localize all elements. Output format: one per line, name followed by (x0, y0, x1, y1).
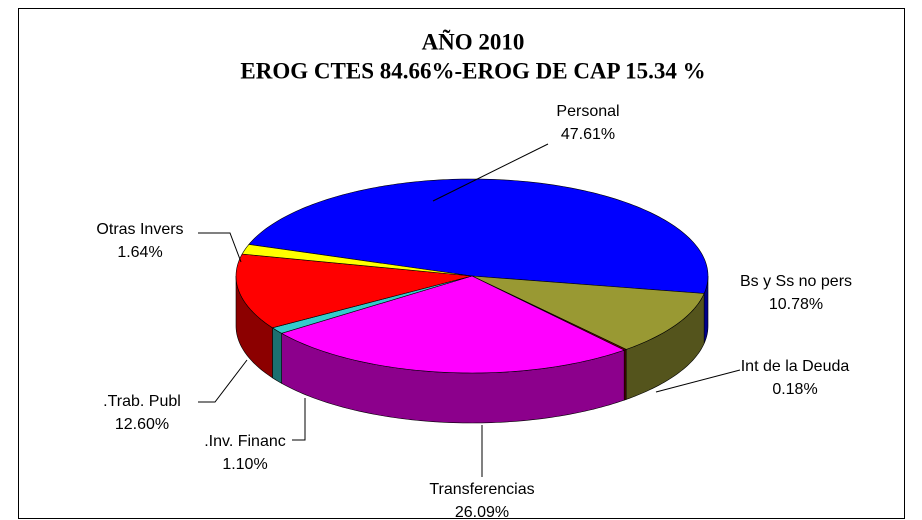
category-label: Int de la Deuda (741, 358, 850, 375)
category-label: Otras Invers (96, 221, 183, 238)
value-label: 1.10% (222, 456, 267, 473)
chart-title: AÑO 2010 (422, 29, 525, 54)
value-label: 1.64% (117, 244, 162, 261)
slice-side (623, 349, 627, 401)
leader-line (655, 369, 741, 393)
leader-line (292, 398, 306, 441)
chart-subtitle: EROG CTES 84.66%-EROG DE CAP 15.34 % (240, 58, 705, 83)
category-label: Personal (556, 103, 619, 120)
slice (280, 275, 625, 374)
value-label: 47.61% (561, 126, 615, 143)
slice (235, 253, 473, 329)
leader-line (198, 232, 242, 263)
slice (471, 275, 705, 350)
slice-side (272, 327, 282, 384)
slice (241, 244, 473, 277)
slice (248, 178, 709, 294)
category-label: .Trab. Publ (103, 393, 181, 410)
value-label: 10.78% (769, 296, 823, 313)
leader-line (432, 143, 549, 202)
category-label: .Inv. Financ (204, 433, 286, 450)
category-label: Transferencias (429, 481, 534, 498)
value-label: 26.09% (455, 504, 509, 520)
value-label: 12.60% (115, 416, 169, 433)
value-label: 0.18% (772, 381, 817, 398)
leader-line (198, 359, 248, 403)
category-label: Bs y Ss no pers (740, 273, 852, 290)
